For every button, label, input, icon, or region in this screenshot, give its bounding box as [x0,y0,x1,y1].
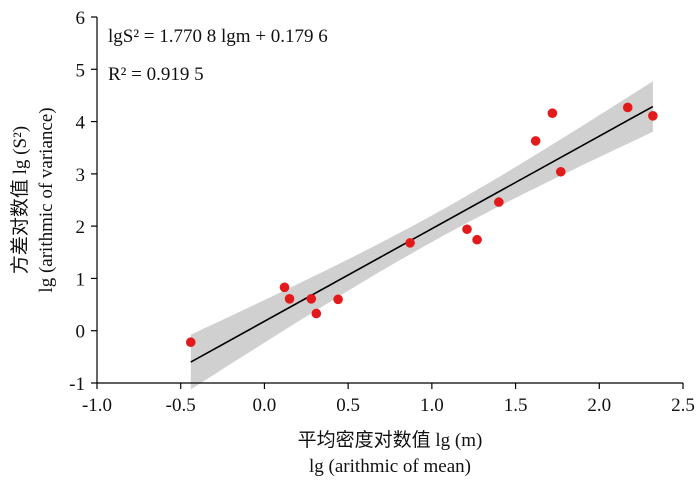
y-tick-label: 4 [76,113,86,134]
data-point-4 [306,294,317,304]
data-point-8 [462,224,472,235]
data-point-6 [333,294,343,305]
data-point-9 [472,234,482,245]
x-axis-title: 平均密度对数值 lg (m) [298,429,483,451]
data-point-1 [185,337,196,348]
x-tick-label: 2.5 [671,395,695,416]
r-squared-label: R² = 0.919 5 [108,64,204,85]
data-point-10 [494,197,504,207]
data-point-11 [530,136,541,146]
data-point-7 [405,238,415,248]
x-tick-label: 1.5 [504,395,528,416]
x-tick-label: 0.0 [253,395,277,416]
x-tick-label: 2.0 [587,395,611,416]
x-tick-label: 0.5 [336,395,360,416]
y-tick-label: 1 [76,269,86,290]
y-tick-label: -1 [69,374,85,395]
y-tick-label: 2 [76,217,86,238]
x-axis-subtitle: lg (arithmic of mean) [309,456,471,477]
data-point-14 [622,102,633,113]
regression-line [190,105,654,363]
data-point-2 [279,282,290,293]
data-point-12 [547,108,558,119]
data-point-3 [284,294,295,304]
y-tick-label: 6 [76,8,86,29]
y-tick-label: 0 [76,322,86,343]
data-point-13 [555,166,566,177]
x-tick-label: 1.0 [420,395,444,416]
x-tick-label: -0.5 [166,395,196,416]
data-point-5 [311,308,322,319]
confidence-band [190,81,653,390]
y-tick-label: 3 [76,165,86,186]
data-point-15 [648,111,658,121]
y-tick-label: 5 [76,60,86,81]
x-tick-label: -1.0 [82,395,112,416]
y-axis-subtitle: lg (arithmic of variance) [36,107,57,292]
equation-label: lgS² = 1.770 8 lgm + 0.179 6 [108,26,328,47]
y-axis-title: 方差对数值 lg (S²) [9,126,31,274]
